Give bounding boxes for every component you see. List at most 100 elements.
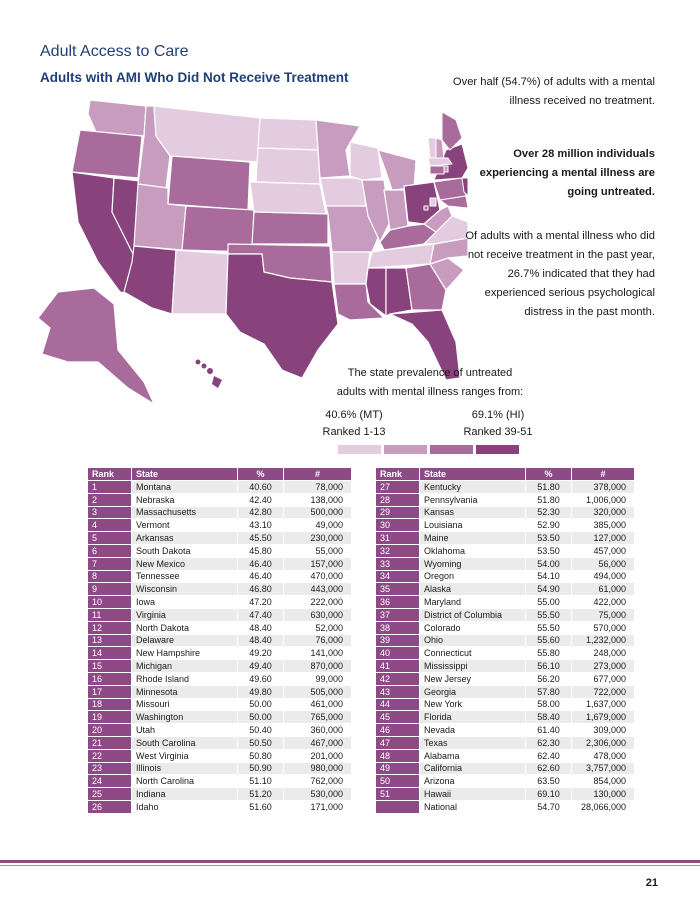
- count-cell: 127,000: [571, 531, 635, 545]
- rank-cell: 31: [375, 531, 420, 545]
- page-number: 21: [645, 877, 658, 889]
- count-cell: 870,000: [283, 659, 352, 673]
- table-row: 26 Idaho 51.60 171,000: [87, 799, 352, 814]
- state-cell: South Dakota: [131, 543, 238, 558]
- callout-untreated-count: Over 28 million individuals experiencing…: [479, 148, 655, 198]
- count-cell: 570,000: [571, 620, 635, 635]
- state-cell: Hawaii: [419, 787, 526, 801]
- state-cell: Louisiana: [419, 518, 526, 533]
- state-cell: Delaware: [131, 633, 238, 648]
- count-cell: 28,066,000: [571, 799, 635, 814]
- percent-cell: 50.00: [237, 697, 284, 712]
- state-cell: Arkansas: [131, 531, 238, 545]
- percent-cell: 43.10: [237, 518, 284, 533]
- rank-cell: 38: [375, 620, 420, 635]
- rank-cell: 18: [87, 697, 132, 712]
- count-cell: 273,000: [571, 659, 635, 673]
- percent-cell: 51.20: [237, 787, 284, 801]
- rank-cell: 42: [375, 671, 420, 686]
- state-cell: Connecticut: [419, 646, 526, 661]
- rank-cell: 24: [87, 774, 132, 789]
- state-cell: New Jersey: [419, 671, 526, 686]
- rank-cell: 48: [375, 748, 420, 763]
- map-state-ne: [249, 181, 327, 215]
- rank-cell: 35: [375, 582, 420, 597]
- state-cell: Colorado: [419, 620, 526, 635]
- table-row: 39 Ohio 55.60 1,232,000: [375, 633, 635, 648]
- rank-cell: 8: [87, 569, 132, 584]
- rank-cell: 36: [375, 595, 420, 609]
- count-cell: 61,000: [571, 582, 635, 597]
- table-row: 2 Nebraska 42.40 138,000: [87, 492, 352, 507]
- table-row: National 54.70 28,066,000: [375, 799, 635, 814]
- rank-cell: 49: [375, 761, 420, 776]
- header-count: #: [283, 467, 352, 481]
- count-cell: 99,000: [283, 671, 352, 686]
- percent-cell: 50.50: [237, 735, 284, 750]
- rank-cell: 30: [375, 518, 420, 533]
- count-cell: 980,000: [283, 761, 352, 776]
- percent-cell: 54.10: [525, 569, 572, 584]
- table-row: 38 Colorado 55.50 570,000: [375, 620, 635, 635]
- state-cell: Tennessee: [131, 569, 238, 584]
- state-cell: North Carolina: [131, 774, 238, 789]
- map-state-mt: [153, 105, 261, 163]
- section-title: Adult Access to Care: [40, 43, 189, 60]
- percent-cell: 54.70: [525, 799, 572, 814]
- count-cell: 1,232,000: [571, 633, 635, 648]
- count-cell: 530,000: [283, 787, 352, 801]
- percent-cell: 56.10: [525, 659, 572, 673]
- percent-cell: 49.80: [237, 684, 284, 699]
- state-cell: Michigan: [131, 659, 238, 673]
- table-row: 48 Alabama 62.40 478,000: [375, 748, 635, 763]
- percent-cell: 47.20: [237, 595, 284, 609]
- rank-cell: 22: [87, 748, 132, 763]
- percent-cell: 51.60: [237, 799, 284, 814]
- state-cell: Maryland: [419, 595, 526, 609]
- map-state-fl: [389, 309, 461, 381]
- table-row: 36 Maryland 55.00 422,000: [375, 595, 635, 609]
- percent-cell: 54.00: [525, 556, 572, 571]
- count-cell: 722,000: [571, 684, 635, 699]
- table-row: 46 Nevada 61.40 309,000: [375, 723, 635, 737]
- count-cell: 443,000: [283, 582, 352, 597]
- count-cell: 854,000: [571, 774, 635, 789]
- rank-cell: 1: [87, 480, 132, 494]
- table-row: 5 Arkansas 45.50 230,000: [87, 531, 352, 545]
- percent-cell: 58.40: [525, 710, 572, 725]
- count-cell: 494,000: [571, 569, 635, 584]
- rank-cell: 47: [375, 735, 420, 750]
- percent-cell: 57.80: [525, 684, 572, 699]
- table-row: 9 Wisconsin 46.80 443,000: [87, 582, 352, 597]
- percent-cell: 49.20: [237, 646, 284, 661]
- rank-cell: 21: [87, 735, 132, 750]
- table-row: 37 District of Columbia 55.50 75,000: [375, 607, 635, 622]
- legend-swatch-1: [338, 445, 381, 454]
- state-cell: Illinois: [131, 761, 238, 776]
- count-cell: 478,000: [571, 748, 635, 763]
- legend-high-rank: Ranked 39-51: [463, 426, 533, 438]
- header-state: State: [419, 467, 526, 481]
- table-row: 14 New Hampshire 49.20 141,000: [87, 646, 352, 661]
- map-state-il: [361, 179, 391, 243]
- rank-cell: 15: [87, 659, 132, 673]
- table-row: 3 Massachusetts 42.80 500,000: [87, 505, 352, 520]
- table-row: 47 Texas 62.30 2,306,000: [375, 735, 635, 750]
- page-subtitle: Adults with AMI Who Did Not Receive Trea…: [40, 70, 349, 85]
- percent-cell: 50.40: [237, 723, 284, 737]
- map-state-wv: [423, 205, 453, 233]
- count-cell: 141,000: [283, 646, 352, 661]
- map-state-nc: [429, 237, 468, 265]
- count-cell: 505,000: [283, 684, 352, 699]
- rank-cell: 28: [375, 492, 420, 507]
- count-cell: 3,757,000: [571, 761, 635, 776]
- table-row: 8 Tennessee 46.40 470,000: [87, 569, 352, 584]
- map-state-al: [385, 267, 413, 317]
- count-cell: 378,000: [571, 480, 635, 494]
- percent-cell: 46.40: [237, 569, 284, 584]
- rank-cell: 27: [375, 480, 420, 494]
- table-row: 34 Oregon 54.10 494,000: [375, 569, 635, 584]
- map-state-ar: [331, 251, 371, 285]
- table-row: 13 Delaware 48.40 76,000: [87, 633, 352, 648]
- rank-cell: 11: [87, 607, 132, 622]
